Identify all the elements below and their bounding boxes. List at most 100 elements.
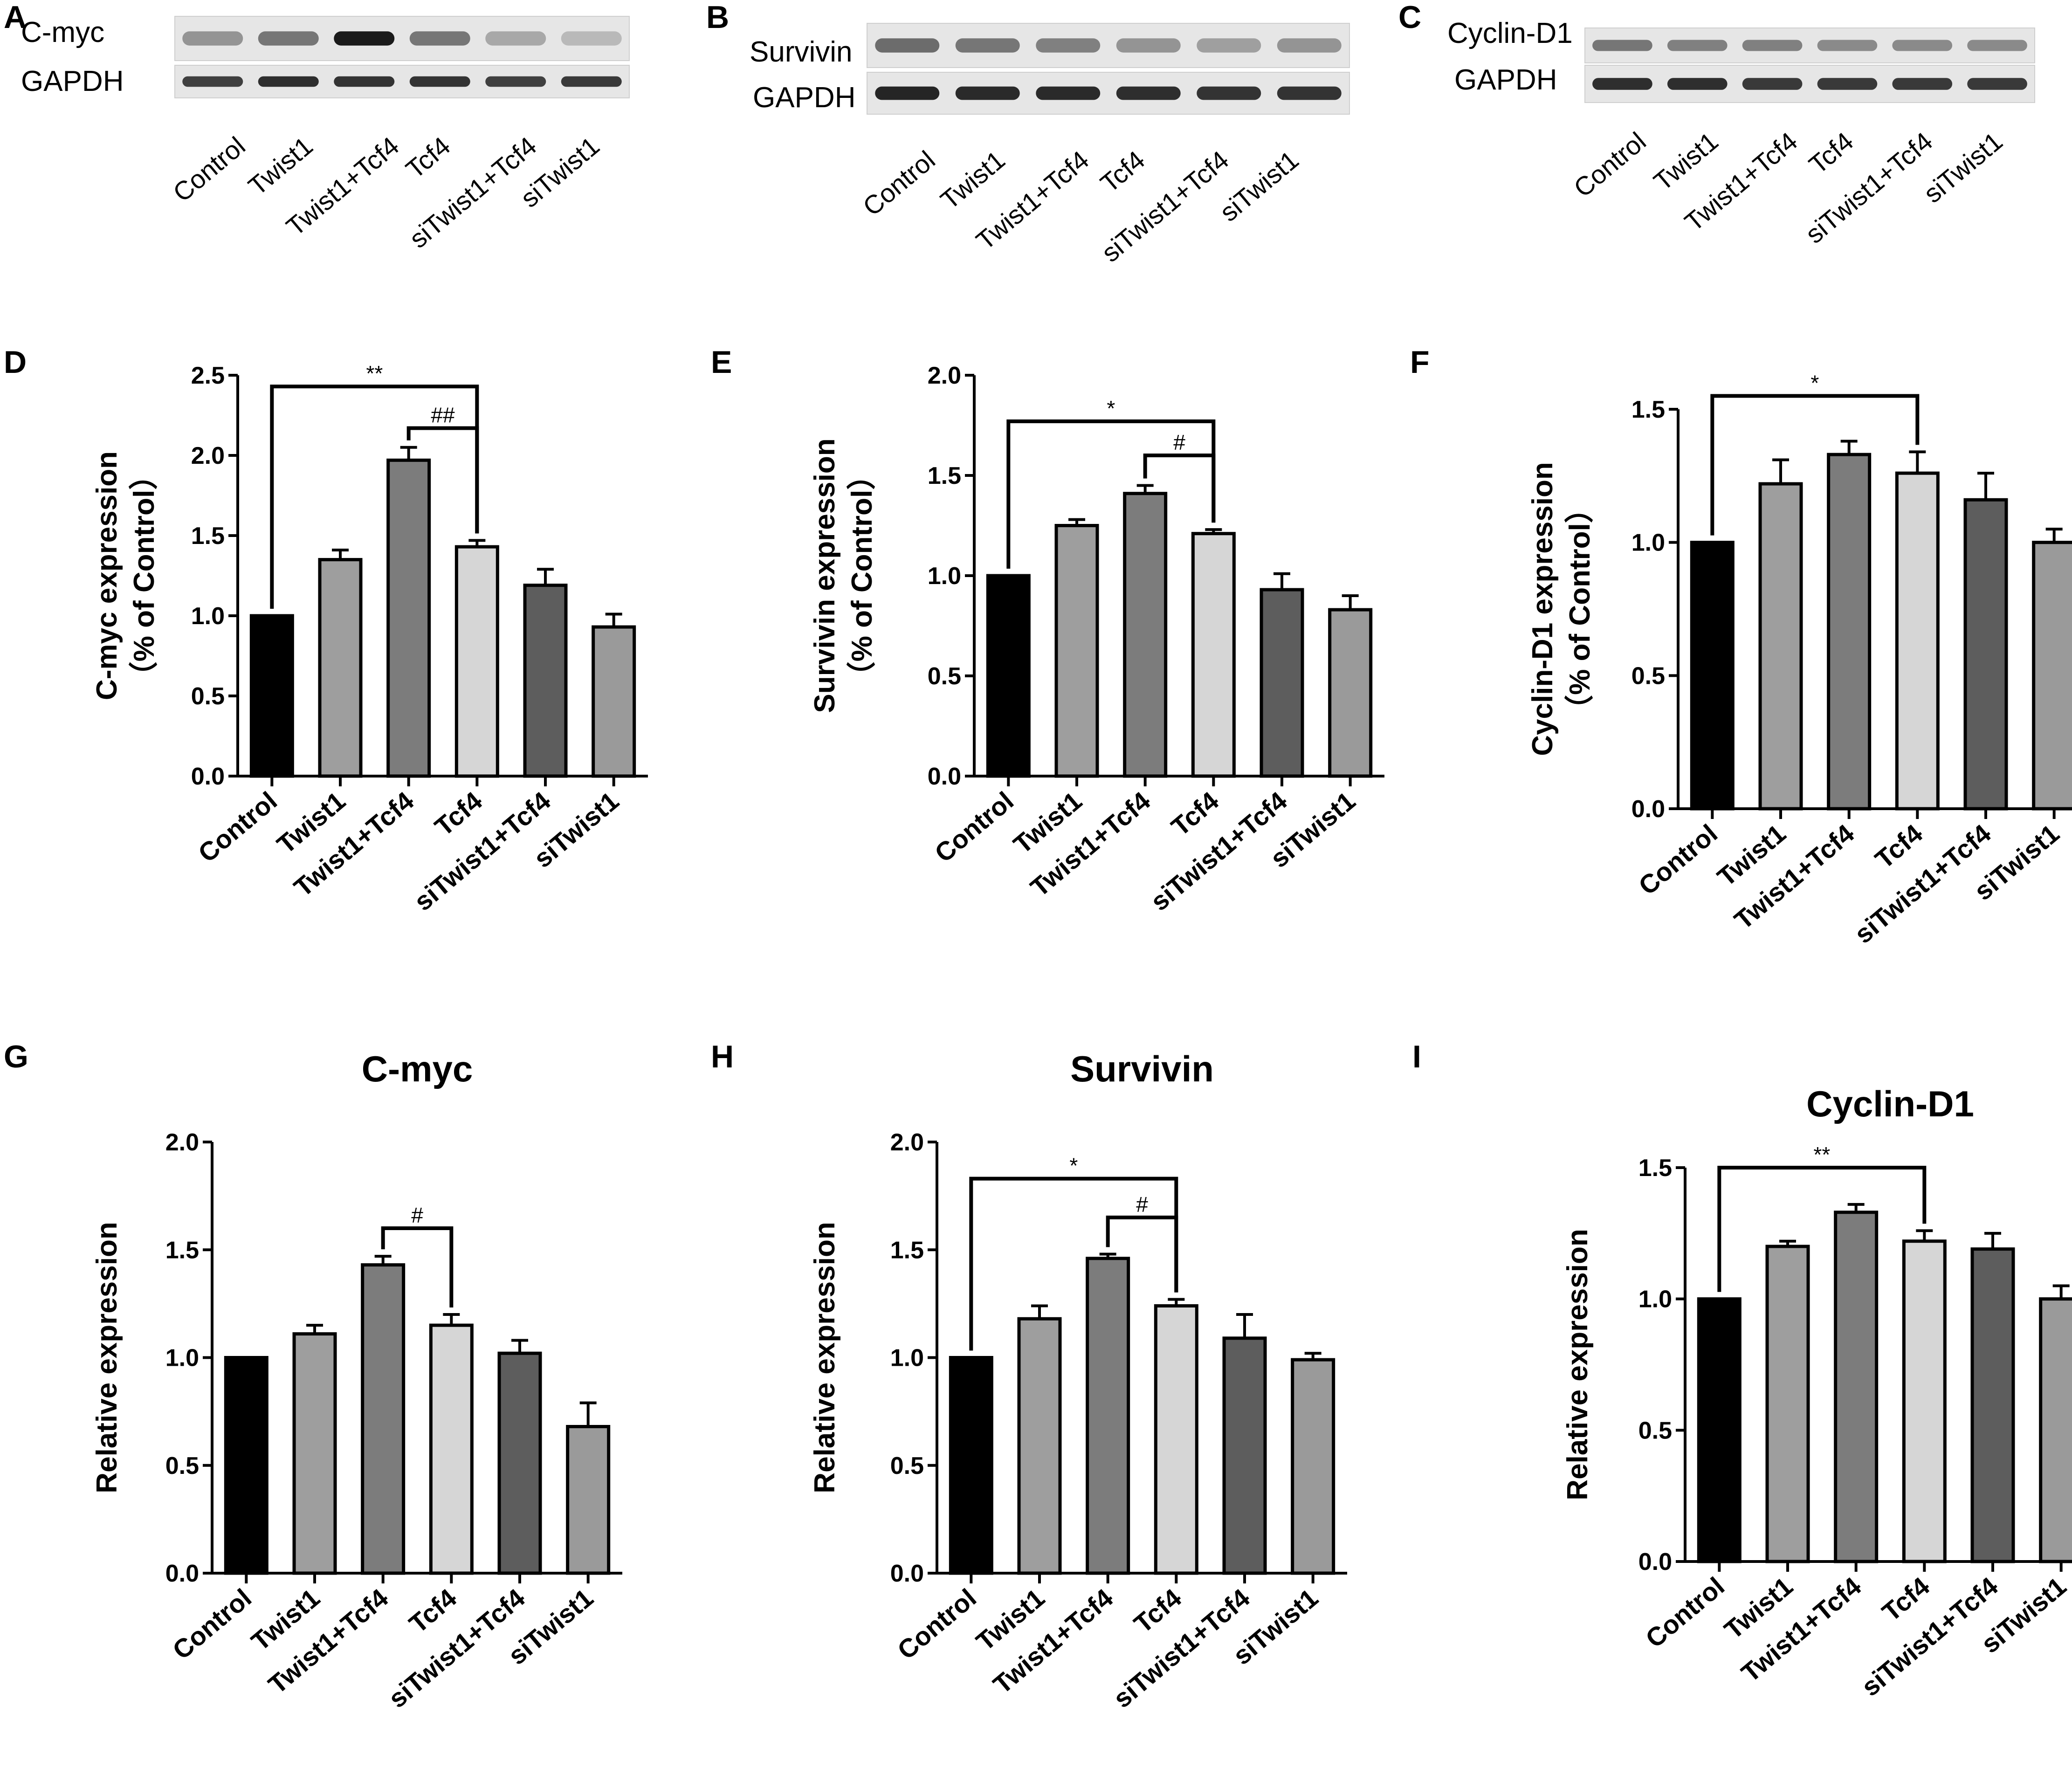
y-tick-label: 1.5 bbox=[890, 1237, 924, 1264]
target-band bbox=[1817, 40, 1878, 51]
y-axis-title: Relative expression bbox=[809, 1222, 841, 1493]
target-band bbox=[1967, 40, 2027, 51]
target-band bbox=[1667, 40, 1728, 51]
blot-c-loading-label: GAPDH bbox=[1454, 64, 1557, 96]
y-axis-title: Cyclin-D1 expression bbox=[1527, 462, 1559, 756]
y-axis-title: Survivin expression bbox=[809, 438, 841, 713]
significance-label: ** bbox=[1813, 1142, 1830, 1167]
y-tick-label: 1.0 bbox=[1631, 530, 1665, 557]
y-tick-label: 1.5 bbox=[1638, 1155, 1672, 1182]
y-tick-label: 0.5 bbox=[191, 683, 225, 710]
significance-bracket bbox=[406, 426, 479, 534]
bar bbox=[1123, 492, 1168, 778]
loading-band bbox=[1197, 86, 1261, 100]
chart-title: C-myc bbox=[362, 1048, 473, 1089]
bar bbox=[224, 1356, 268, 1575]
blot-c-target-strip bbox=[1584, 28, 2035, 63]
y-tick-label: 2.0 bbox=[928, 362, 961, 389]
loading-band bbox=[955, 86, 1020, 100]
bar bbox=[429, 1323, 474, 1575]
blot-c-loading-strip bbox=[1584, 65, 2035, 103]
bar bbox=[497, 1351, 542, 1575]
bar bbox=[1017, 1317, 1062, 1575]
y-tick-label: 0.5 bbox=[165, 1452, 199, 1479]
bar bbox=[1222, 1336, 1267, 1575]
y-tick-label: 1.5 bbox=[165, 1237, 199, 1264]
panel-letter-e: E bbox=[711, 344, 732, 380]
panel-letter-f: F bbox=[1410, 344, 1430, 380]
significance-label: # bbox=[1136, 1192, 1148, 1217]
y-tick-label: 0.0 bbox=[890, 1560, 924, 1587]
bar bbox=[523, 584, 568, 778]
bar bbox=[1697, 1297, 1742, 1563]
bar bbox=[1834, 1211, 1879, 1563]
panel-letter-a: A bbox=[4, 0, 27, 35]
y-tick-label: 0.0 bbox=[928, 763, 961, 790]
target-band bbox=[485, 31, 546, 46]
target-band bbox=[1116, 38, 1181, 53]
loading-band bbox=[1892, 78, 1953, 90]
y-axis-subtitle: （% of Control） bbox=[1563, 494, 1596, 724]
bar bbox=[1328, 608, 1373, 778]
bar bbox=[1054, 524, 1099, 778]
y-tick-label: 0.5 bbox=[890, 1452, 924, 1479]
bar bbox=[292, 1332, 337, 1575]
loading-band bbox=[409, 76, 470, 87]
loading-band bbox=[1277, 86, 1342, 100]
bar bbox=[949, 1356, 993, 1575]
y-tick-label: 1.0 bbox=[928, 563, 961, 590]
bar bbox=[986, 574, 1031, 778]
y-axis-subtitle: （% of Control） bbox=[128, 461, 160, 691]
bar bbox=[1191, 532, 1236, 778]
bar bbox=[454, 545, 499, 778]
blot-a-target-label: C-myc bbox=[21, 16, 104, 48]
y-tick-label: 1.0 bbox=[1638, 1286, 1672, 1313]
target-band bbox=[182, 31, 243, 46]
panel-letter-g: G bbox=[4, 1039, 28, 1074]
blot-c-target-label: Cyclin-D1 bbox=[1447, 17, 1573, 49]
loading-band bbox=[875, 86, 940, 100]
target-band bbox=[334, 31, 395, 46]
loading-band bbox=[1967, 78, 2027, 90]
bar bbox=[361, 1263, 406, 1575]
loading-band bbox=[1592, 78, 1652, 90]
significance-label: ## bbox=[431, 403, 455, 427]
y-tick-label: 0.0 bbox=[1631, 796, 1665, 823]
y-tick-label: 0.5 bbox=[1638, 1417, 1672, 1444]
y-tick-label: 2.0 bbox=[191, 442, 225, 469]
y-tick-label: 1.5 bbox=[1631, 396, 1665, 423]
y-tick-label: 1.5 bbox=[191, 523, 225, 550]
chart-title: Survivin bbox=[1070, 1048, 1214, 1089]
target-band bbox=[1742, 40, 1803, 51]
significance-bracket bbox=[1717, 1166, 1927, 1292]
panel-letter-i: I bbox=[1412, 1039, 1421, 1074]
bar bbox=[1765, 1245, 1810, 1563]
significance-label: * bbox=[1810, 371, 1819, 395]
blot-a-loading-strip bbox=[174, 65, 630, 98]
y-tick-label: 1.0 bbox=[890, 1345, 924, 1372]
y-tick-label: 2.5 bbox=[191, 362, 225, 389]
target-band bbox=[1592, 40, 1652, 51]
significance-label: * bbox=[1107, 396, 1115, 420]
y-tick-label: 1.0 bbox=[165, 1345, 199, 1372]
bar bbox=[386, 458, 431, 778]
loading-band bbox=[1667, 78, 1728, 90]
bar bbox=[1690, 541, 1735, 811]
bar bbox=[1758, 482, 1803, 811]
loading-band bbox=[561, 76, 622, 87]
blot-b-loading-strip bbox=[867, 72, 1350, 115]
panel-letter-c: C bbox=[1398, 0, 1421, 35]
y-tick-label: 2.0 bbox=[890, 1129, 924, 1156]
target-band bbox=[1277, 38, 1342, 53]
bar bbox=[592, 625, 636, 778]
bar bbox=[1086, 1257, 1130, 1575]
y-tick-label: 2.0 bbox=[165, 1129, 199, 1156]
target-band bbox=[561, 31, 622, 46]
bar bbox=[1154, 1304, 1198, 1575]
significance-bracket bbox=[1106, 1215, 1178, 1293]
significance-label: # bbox=[1173, 430, 1185, 454]
blot-b-target-label: Survivin bbox=[750, 36, 853, 68]
y-axis-title: Relative expression bbox=[91, 1222, 123, 1493]
